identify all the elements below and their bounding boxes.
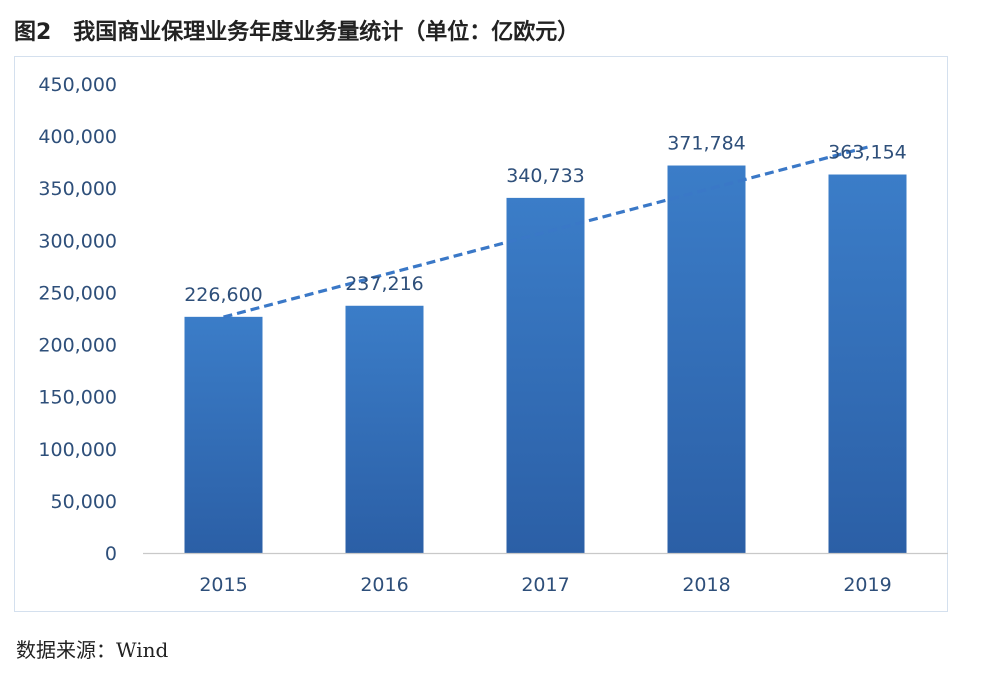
x-tick-label: 2015 xyxy=(199,574,247,596)
y-tick-label: 200,000 xyxy=(38,335,117,357)
y-tick-label: 300,000 xyxy=(38,230,117,252)
y-tick-label: 400,000 xyxy=(38,126,117,148)
source-note: 数据来源：Wind xyxy=(16,638,169,662)
y-tick-label: 450,000 xyxy=(38,74,117,96)
y-tick-label: 100,000 xyxy=(38,439,117,461)
data-label-2018: 371,784 xyxy=(667,133,746,155)
y-tick-label: 150,000 xyxy=(38,387,117,409)
x-tick-label: 2019 xyxy=(843,574,891,596)
y-tick-label: 250,000 xyxy=(38,282,117,304)
bar-2017 xyxy=(506,197,585,553)
data-label-2019: 363,154 xyxy=(828,142,907,164)
data-label-2015: 226,600 xyxy=(184,284,263,306)
chart-frame xyxy=(14,56,948,612)
bar-2015 xyxy=(184,316,263,553)
bar-2019 xyxy=(828,174,907,554)
x-tick-label: 2018 xyxy=(682,574,730,596)
y-tick-label: 0 xyxy=(105,543,117,565)
y-tick-label: 350,000 xyxy=(38,178,117,200)
bar-2016 xyxy=(345,305,424,553)
data-label-2017: 340,733 xyxy=(506,165,585,187)
x-tick-label: 2017 xyxy=(521,574,569,596)
bar-2018 xyxy=(667,165,746,554)
figure-title: 图2 我国商业保理业务年度业务量统计（单位：亿欧元） xyxy=(14,20,580,45)
data-label-2016: 237,216 xyxy=(345,273,424,295)
x-tick-label: 2016 xyxy=(360,574,408,596)
y-tick-label: 50,000 xyxy=(51,491,117,513)
